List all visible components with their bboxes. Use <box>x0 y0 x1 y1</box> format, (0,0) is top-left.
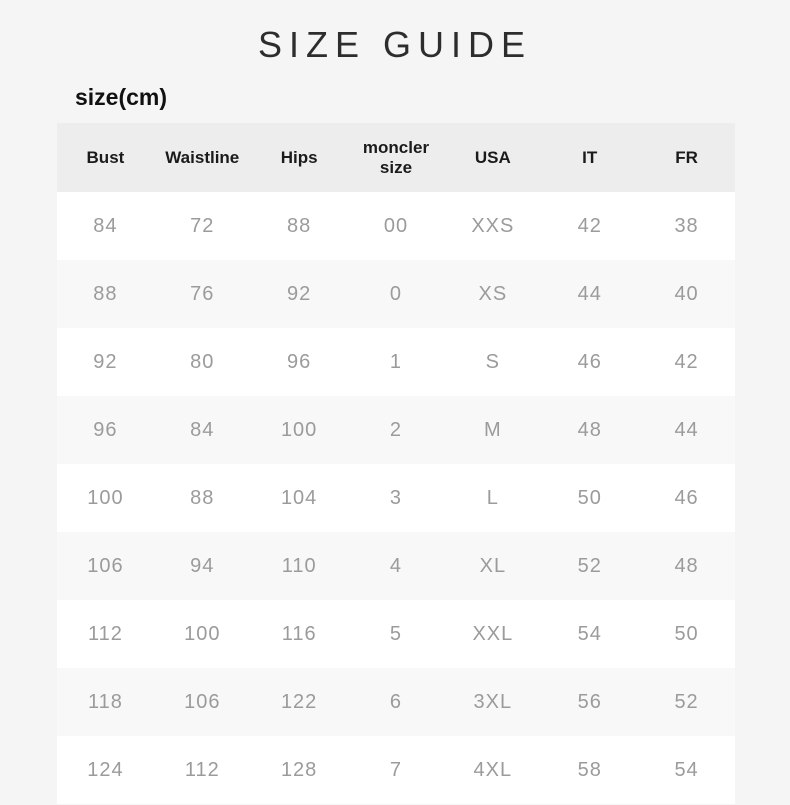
table-cell: 46 <box>674 486 699 509</box>
column-header-bust: Bust <box>86 147 125 167</box>
table-cell: XL <box>479 554 507 577</box>
table-cell: 1 <box>389 350 403 373</box>
size-guide-table: Bust Waistline Hips moncler size USA IT … <box>57 123 735 804</box>
table-cell: L <box>486 486 499 509</box>
table-cell: XXS <box>471 214 515 237</box>
table-cell: 72 <box>190 214 215 237</box>
page-title: SIZE GUIDE <box>257 24 533 65</box>
table-row: 96 84 100 2 M 48 44 <box>57 396 735 464</box>
table-row: 118 106 122 6 3XL 56 52 <box>57 668 735 736</box>
table-cell: 3XL <box>473 690 513 713</box>
table-cell: 94 <box>190 554 215 577</box>
table-cell: 80 <box>190 350 215 373</box>
table-cell: 44 <box>674 418 699 441</box>
table-cell: S <box>485 350 501 373</box>
table-cell: 96 <box>287 350 312 373</box>
table-cell: 52 <box>674 690 699 713</box>
table-row: 88 76 92 0 XS 44 40 <box>57 260 735 328</box>
table-cell: 88 <box>190 486 215 509</box>
table-cell: 100 <box>87 486 124 509</box>
table-cell: 3 <box>389 486 403 509</box>
table-body: 84 72 88 00 XXS 42 38 88 76 92 0 XS 44 40 92 80 96 1 S 46 42… <box>57 192 735 804</box>
table-cell: 42 <box>577 214 602 237</box>
table-cell: 112 <box>184 758 220 781</box>
table-cell: 92 <box>93 350 118 373</box>
table-cell: 48 <box>674 554 699 577</box>
table-cell: 2 <box>389 418 403 441</box>
table-header-row: Bust Waistline Hips moncler size USA IT … <box>57 123 735 192</box>
table-cell: 42 <box>674 350 699 373</box>
column-header-hips: Hips <box>280 147 318 167</box>
table-cell: M <box>484 418 502 441</box>
table-cell: 54 <box>577 622 602 645</box>
table-row: 100 88 104 3 L 50 46 <box>57 464 735 532</box>
table-cell: 122 <box>280 690 318 713</box>
table-cell: 100 <box>280 418 318 441</box>
table-row: 84 72 88 00 XXS 42 38 <box>57 192 735 260</box>
table-cell: 6 <box>389 690 403 713</box>
table-row: 112 100 116 5 XXL 54 50 <box>57 600 735 668</box>
table-cell: 0 <box>389 282 403 305</box>
table-cell: 84 <box>93 214 118 237</box>
table-cell: 48 <box>577 418 602 441</box>
column-header-fr: FR <box>675 147 698 167</box>
table-cell: 88 <box>287 214 312 237</box>
table-cell: XXL <box>472 622 514 645</box>
table-cell: 54 <box>674 758 699 781</box>
table-cell: 76 <box>190 282 215 305</box>
table-cell: 40 <box>674 282 699 305</box>
table-cell: 5 <box>389 622 403 645</box>
column-header-it: IT <box>582 147 598 167</box>
table-cell: 104 <box>280 486 318 509</box>
table-row: 124 112 128 7 4XL 58 54 <box>57 736 735 804</box>
table-row: 92 80 96 1 S 46 42 <box>57 328 735 396</box>
table-cell: 38 <box>674 214 699 237</box>
table-cell: 100 <box>184 622 221 645</box>
table-cell: 84 <box>190 418 215 441</box>
table-cell: 124 <box>87 758 124 781</box>
table-cell: 50 <box>674 622 699 645</box>
table-cell: 92 <box>287 282 312 305</box>
size-unit-label: size(cm) <box>75 84 168 110</box>
table-cell: 88 <box>93 282 118 305</box>
table-cell: 50 <box>577 486 602 509</box>
table-cell: 110 <box>281 554 317 577</box>
table-cell: 96 <box>93 418 118 441</box>
column-header-moncler-size: moncler size <box>362 137 430 177</box>
table-cell: 128 <box>280 758 318 781</box>
table-cell: 106 <box>184 690 221 713</box>
table-row: 106 94 110 4 XL 52 48 <box>57 532 735 600</box>
table-cell: 4 <box>389 554 403 577</box>
table-cell: 00 <box>383 214 409 237</box>
table-cell: 4XL <box>473 758 513 781</box>
column-header-usa: USA <box>474 147 511 167</box>
table-cell: 58 <box>577 758 602 781</box>
table-cell: 112 <box>87 622 123 645</box>
table-cell: XS <box>478 282 508 305</box>
table-cell: 56 <box>577 690 602 713</box>
table-cell: 52 <box>577 554 602 577</box>
table-cell: 118 <box>87 690 123 713</box>
table-cell: 7 <box>389 758 403 781</box>
table-cell: 46 <box>577 350 602 373</box>
table-cell: 116 <box>281 622 317 645</box>
table-cell: 106 <box>87 554 124 577</box>
table-cell: 44 <box>577 282 602 305</box>
column-header-waistline: Waistline <box>165 147 240 167</box>
